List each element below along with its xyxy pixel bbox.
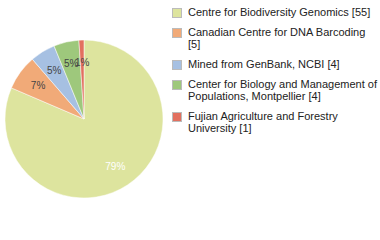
svg-text:1%: 1%	[75, 57, 90, 68]
html-text:Mined from GenBank, NCBI [4]: Mined from GenBank, NCBI [4]	[188, 58, 340, 70]
html-text:Canadian Centre for DNA Barcod: Canadian Centre for DNA Barcoding [5]	[188, 26, 366, 50]
svg-text:7%: 7%	[31, 80, 46, 91]
svg-text:5%: 5%	[47, 65, 62, 76]
html-text:Fujian Agriculture and Forestr: Fujian Agriculture and Forestry Universi…	[188, 110, 338, 134]
html-text:Centre for Biodiversity Genomi: Centre for Biodiversity Genomics [55]	[188, 6, 371, 18]
html-text:Center for Biology and Managem: Center for Biology and Management of Pop…	[188, 78, 377, 102]
svg-text:5%: 5%	[64, 58, 79, 70]
svg-text:79%: 79%	[105, 161, 125, 172]
